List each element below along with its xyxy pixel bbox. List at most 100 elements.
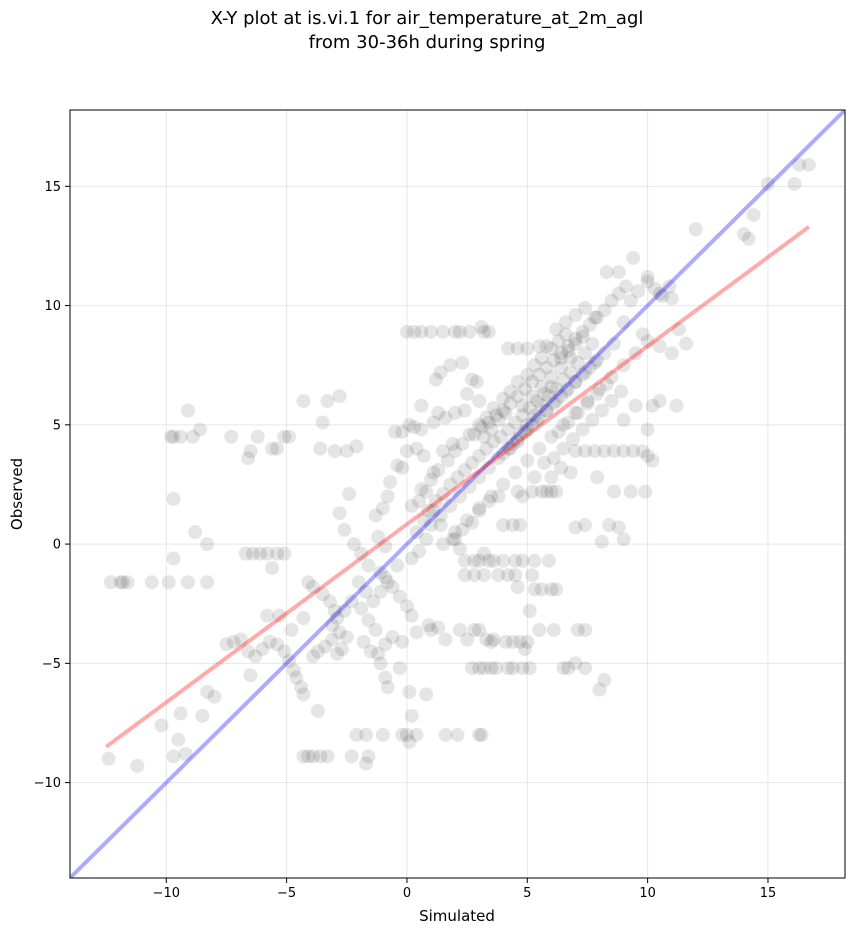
scatter-point (325, 618, 340, 633)
scatter-point (472, 448, 487, 463)
scatter-point (166, 551, 181, 566)
scatter-point (460, 513, 475, 528)
scatter-point (390, 558, 405, 573)
scatter-point (486, 553, 501, 568)
scatter-point (161, 575, 176, 590)
scatter-point (373, 565, 388, 580)
scatter-point (277, 546, 292, 561)
scatter-point (467, 568, 482, 583)
x-tick-label: 10 (639, 886, 656, 901)
scatter-point (534, 398, 549, 413)
scatter-point (520, 453, 535, 468)
scatter-point (741, 231, 756, 246)
scatter-point (534, 484, 549, 499)
scatter-point (414, 422, 429, 437)
scatter-point (578, 365, 593, 380)
scatter-point (575, 329, 590, 344)
scatter-point (527, 582, 542, 597)
scatter-point (455, 436, 470, 451)
scatter-point (351, 575, 366, 590)
scatter-point (399, 599, 414, 614)
scatter-point (474, 727, 489, 742)
scatter-point (368, 508, 383, 523)
scatter-point (517, 424, 532, 439)
scatter-point (549, 582, 564, 597)
scatter-point (568, 308, 583, 323)
scatter-point (443, 498, 458, 513)
scatter-point (390, 458, 405, 473)
scatter-point (616, 315, 631, 330)
scatter-point (481, 553, 496, 568)
scatter-point (380, 680, 395, 695)
scatter-point (472, 470, 487, 485)
scatter-point (368, 622, 383, 637)
scatter-point (402, 735, 417, 750)
scatter-point (428, 372, 443, 387)
scatter-point (373, 584, 388, 599)
scatter-point (508, 465, 523, 480)
scatter-point (638, 484, 653, 499)
scatter-point (532, 622, 547, 637)
scatter-point (342, 487, 357, 501)
scatter-point (277, 644, 292, 659)
scatter-point (481, 460, 496, 475)
scatter-point (510, 484, 525, 499)
y-tick-label: 15 (44, 180, 61, 195)
scatter-point (433, 365, 448, 380)
scatter-point (445, 532, 460, 547)
scatter-point (426, 465, 441, 480)
scatter-point (200, 684, 215, 699)
scatter-point (476, 429, 491, 444)
y-tick-label: 10 (44, 299, 61, 314)
scatter-point (269, 441, 284, 456)
scatter-point (337, 603, 352, 618)
scatter-point (505, 634, 520, 649)
scatter-point (166, 491, 181, 506)
scatter-point (476, 568, 491, 583)
scatter-point (510, 374, 525, 389)
scatter-point (529, 413, 544, 428)
x-tick-label: 15 (760, 886, 777, 901)
scatter-point (378, 637, 393, 652)
scatter-point (296, 749, 311, 764)
scatter-point (416, 448, 431, 463)
scatter-point (546, 396, 561, 411)
scatter-point (409, 727, 424, 742)
scatter-point (173, 429, 188, 444)
scatter-point (101, 751, 116, 766)
scatter-point (515, 398, 530, 413)
scatter-point (306, 649, 321, 664)
scatter-point (241, 451, 256, 466)
scatter-point (378, 539, 393, 554)
scatter-point (476, 661, 491, 676)
scatter-point (467, 622, 482, 637)
scatter-point (431, 620, 446, 635)
scatter-point (419, 532, 434, 547)
scatter-point (366, 594, 381, 609)
scatter-point (472, 553, 487, 568)
scatter-point (626, 444, 641, 459)
scatter-point (419, 687, 434, 702)
scatter-point (238, 546, 253, 561)
scatter-point (510, 434, 525, 449)
scatter-point (539, 403, 554, 418)
scatter-point (590, 470, 605, 485)
scatter-point (611, 265, 626, 280)
scatter-point (339, 444, 354, 459)
scatter-point (640, 334, 655, 349)
scatter-point (383, 475, 398, 490)
scatter-point (585, 413, 600, 428)
scatter-point (568, 520, 583, 535)
scatter-point (395, 727, 410, 742)
scatter-point (395, 634, 410, 649)
scatter-point (450, 470, 465, 485)
scatter-points (101, 157, 816, 773)
scatter-point (553, 351, 568, 366)
scatter-point (616, 358, 631, 373)
scatter-point (652, 393, 667, 408)
scatter-point (378, 670, 393, 685)
scatter-point (440, 453, 455, 468)
scatter-point (484, 422, 499, 437)
scatter-point (563, 351, 578, 366)
scatter-point (655, 289, 670, 304)
